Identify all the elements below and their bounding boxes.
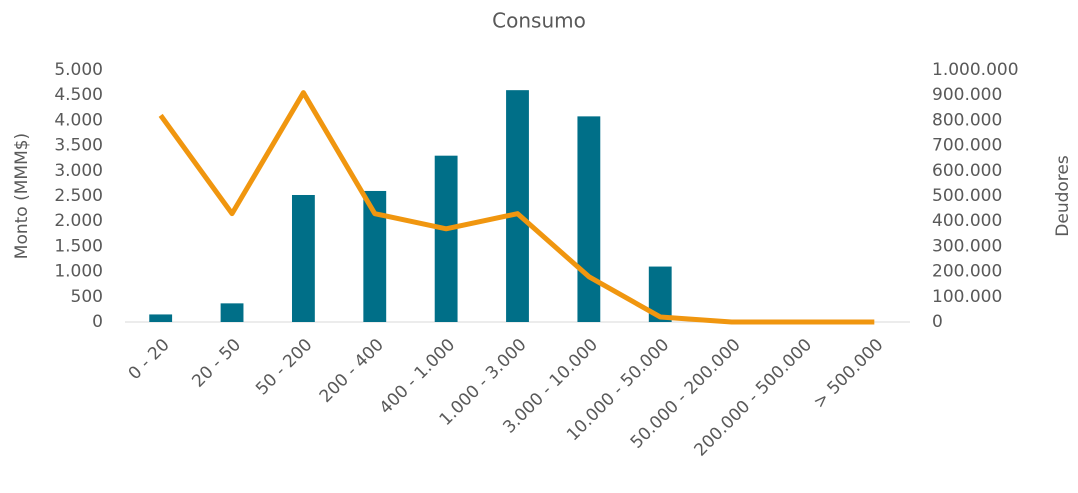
y2-tick-label: 100.000 — [932, 287, 1002, 307]
y-tick-label: 500 — [71, 287, 103, 307]
chart-title: Consumo — [492, 9, 586, 33]
x-tick-label: 50 - 200 — [252, 335, 316, 399]
bar — [506, 90, 529, 322]
line — [158, 90, 875, 325]
y2-tick-label: 1.000.000 — [932, 60, 1019, 80]
y-tick-label: 1.500 — [54, 236, 103, 256]
y2-tick-label: 200.000 — [932, 262, 1002, 282]
y2-tick-label: 800.000 — [932, 110, 1002, 130]
x-tick-label: > 500.000 — [810, 335, 888, 413]
y2-tick-label: 600.000 — [932, 161, 1002, 181]
x-tick-label: 0 - 20 — [125, 335, 174, 384]
y2-tick-label: 0 — [932, 312, 943, 332]
y-tick-label: 4.000 — [54, 110, 103, 130]
y2-tick-label: 400.000 — [932, 211, 1002, 231]
bar — [149, 314, 173, 322]
y-tick-label: 2.500 — [54, 186, 103, 206]
y2-tick-label: 500.000 — [932, 186, 1002, 206]
x-tick-label: 20 - 50 — [188, 335, 245, 392]
y2-tick-label: 900.000 — [932, 85, 1002, 105]
y-tick-label: 5.000 — [54, 60, 103, 80]
y-axis-title: Monto (MMM$) — [12, 133, 32, 259]
y2-axis-title: Deudores — [1053, 155, 1073, 237]
y2-tick-label: 700.000 — [932, 136, 1002, 156]
bar — [648, 266, 672, 322]
y2-tick-label: 300.000 — [932, 236, 1002, 256]
bar — [434, 155, 458, 322]
bar — [220, 303, 244, 322]
bar — [363, 190, 387, 322]
y-tick-label: 2.000 — [54, 211, 103, 231]
x-tick-label: 200.000 - 500.000 — [690, 335, 816, 461]
x-tick-label: 200 - 400 — [316, 335, 388, 407]
bar — [291, 194, 315, 322]
y-tick-label: 0 — [92, 312, 103, 332]
y-tick-label: 1.000 — [54, 262, 103, 282]
bar — [577, 116, 601, 322]
y-tick-label: 4.500 — [54, 85, 103, 105]
y-tick-label: 3.000 — [54, 161, 103, 181]
y-tick-label: 3.500 — [54, 136, 103, 156]
